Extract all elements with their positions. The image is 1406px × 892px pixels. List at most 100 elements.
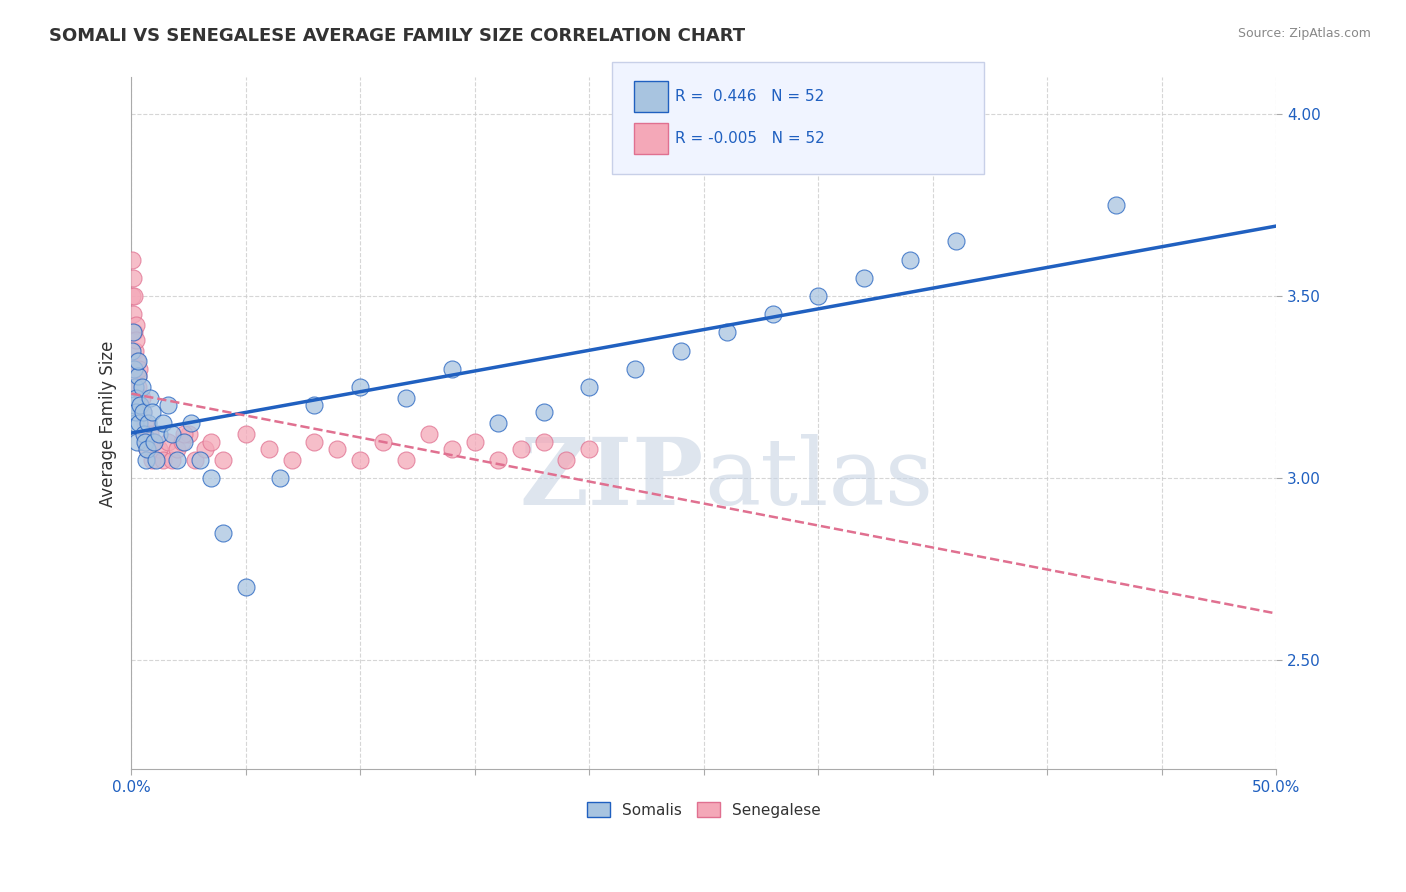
Point <box>131 405 153 419</box>
Point <box>212 525 235 540</box>
Point <box>152 417 174 431</box>
Point <box>138 427 160 442</box>
Point <box>166 442 188 456</box>
Point <box>578 442 600 456</box>
Text: R = -0.005   N = 52: R = -0.005 N = 52 <box>675 131 825 145</box>
Point <box>184 452 207 467</box>
Point <box>124 343 146 358</box>
Point <box>945 235 967 249</box>
Point <box>124 380 146 394</box>
Point <box>395 391 418 405</box>
Point <box>464 434 486 449</box>
Text: Source: ZipAtlas.com: Source: ZipAtlas.com <box>1237 27 1371 40</box>
Text: SOMALI VS SENEGALESE AVERAGE FAMILY SIZE CORRELATION CHART: SOMALI VS SENEGALESE AVERAGE FAMILY SIZE… <box>49 27 745 45</box>
Point <box>121 270 143 285</box>
Point <box>129 398 152 412</box>
Point <box>135 434 157 449</box>
Point <box>304 434 326 449</box>
Point <box>624 361 647 376</box>
Point <box>138 391 160 405</box>
Point <box>555 452 578 467</box>
Point <box>177 427 200 442</box>
Point <box>122 326 145 340</box>
Point <box>533 434 555 449</box>
Point <box>125 318 148 332</box>
Point <box>136 442 159 456</box>
Point <box>138 417 160 431</box>
Text: atlas: atlas <box>704 434 934 524</box>
Point <box>173 427 195 442</box>
Point <box>143 434 166 449</box>
Point <box>200 471 222 485</box>
Point <box>131 405 153 419</box>
Point <box>128 361 150 376</box>
Point <box>125 354 148 368</box>
Point <box>132 427 155 442</box>
Point <box>349 380 371 394</box>
Point <box>395 452 418 467</box>
Point <box>486 417 509 431</box>
Point <box>1105 198 1128 212</box>
Point <box>304 398 326 412</box>
Point <box>122 289 145 303</box>
Point <box>124 417 146 431</box>
Point <box>440 361 463 376</box>
Point <box>761 307 783 321</box>
Point <box>127 354 149 368</box>
Point <box>134 434 156 449</box>
Point <box>121 252 143 267</box>
Point <box>716 326 738 340</box>
Point <box>122 398 145 412</box>
Point <box>235 427 257 442</box>
Text: R =  0.446   N = 52: R = 0.446 N = 52 <box>675 89 824 103</box>
Point <box>121 343 143 358</box>
Point <box>131 380 153 394</box>
Point <box>807 289 830 303</box>
Point <box>669 343 692 358</box>
Point <box>349 452 371 467</box>
Point <box>280 452 302 467</box>
Y-axis label: Average Family Size: Average Family Size <box>100 340 117 507</box>
Point <box>578 380 600 394</box>
Point <box>418 427 440 442</box>
Point <box>156 398 179 412</box>
Point <box>135 452 157 467</box>
Point <box>122 361 145 376</box>
Point <box>128 417 150 431</box>
Point <box>125 391 148 405</box>
Point <box>200 434 222 449</box>
Point <box>170 434 193 449</box>
Point <box>212 452 235 467</box>
Point <box>124 361 146 376</box>
Point <box>509 442 531 456</box>
Point <box>148 442 170 456</box>
Point <box>326 442 349 456</box>
Point <box>257 442 280 456</box>
Point <box>486 452 509 467</box>
Point <box>235 580 257 594</box>
Point <box>193 442 215 456</box>
Point <box>122 326 145 340</box>
Point <box>127 369 149 384</box>
Point <box>898 252 921 267</box>
Point <box>162 452 184 467</box>
Point <box>141 405 163 419</box>
Point <box>853 270 876 285</box>
Point <box>132 427 155 442</box>
Point <box>129 398 152 412</box>
Point <box>125 333 148 347</box>
Point <box>166 452 188 467</box>
Point <box>127 369 149 384</box>
Point <box>125 434 148 449</box>
Point <box>145 452 167 467</box>
Point <box>122 307 145 321</box>
Legend: Somalis, Senegalese: Somalis, Senegalese <box>581 796 827 824</box>
Point <box>131 391 153 405</box>
Text: ZIP: ZIP <box>520 434 704 524</box>
Point <box>533 405 555 419</box>
Point <box>180 417 202 431</box>
Point <box>127 380 149 394</box>
Point <box>173 434 195 449</box>
Point <box>440 442 463 456</box>
Point <box>141 452 163 467</box>
